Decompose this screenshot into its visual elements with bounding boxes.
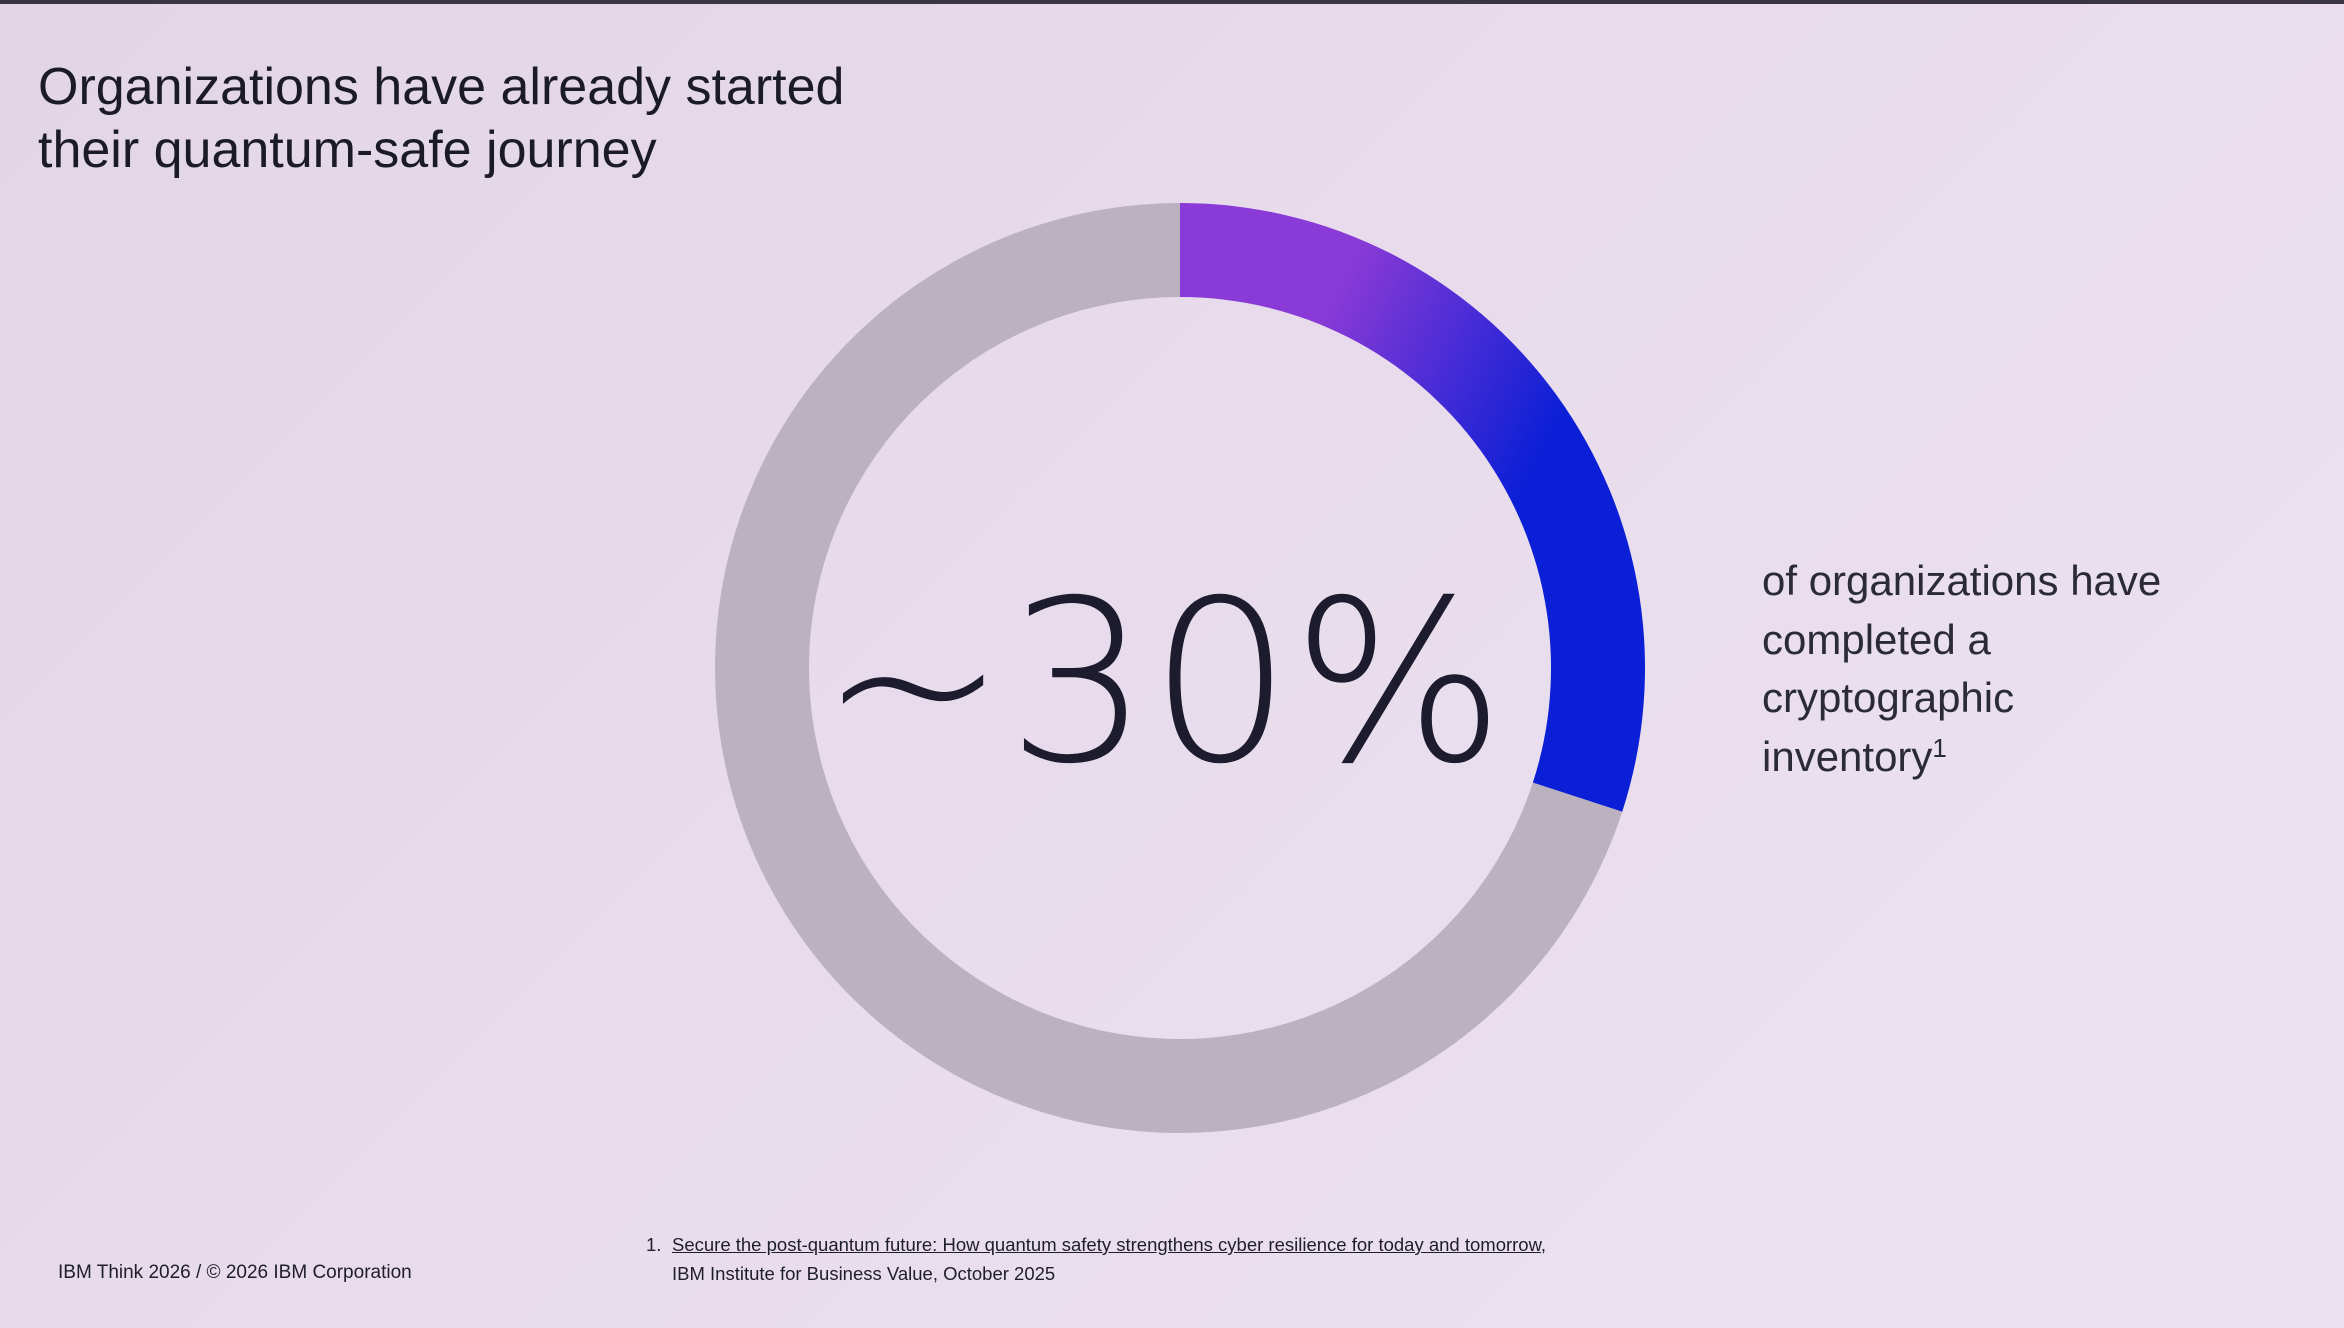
chart-caption: of organizations have completed a crypto… xyxy=(1762,552,2182,786)
caption-footnote-marker: 1 xyxy=(1932,732,1947,763)
footer-copyright: IBM Think 2026 / © 2026 IBM Corporation xyxy=(58,1262,412,1283)
footnote-link[interactable]: Secure the post-quantum future: How quan… xyxy=(672,1234,1547,1255)
caption-text: of organizations have completed a crypto… xyxy=(1762,557,2162,780)
top-edge xyxy=(0,0,2344,4)
center-value-label: ~30% xyxy=(819,552,1505,813)
slide-title-line-2: their quantum-safe journey xyxy=(38,121,657,179)
footnote-number: 1. xyxy=(646,1234,662,1255)
footnote: 1. Secure the post-quantum future: How q… xyxy=(646,1230,1546,1288)
slide-title-line-1: Organizations have already started xyxy=(38,58,845,116)
donut-slice-highlighted xyxy=(1180,203,1645,812)
slide-title: Organizations have already started their… xyxy=(38,56,1138,182)
donut-slices xyxy=(715,203,1645,1133)
footnote-source: IBM Institute for Business Value, Octobe… xyxy=(672,1263,1056,1284)
